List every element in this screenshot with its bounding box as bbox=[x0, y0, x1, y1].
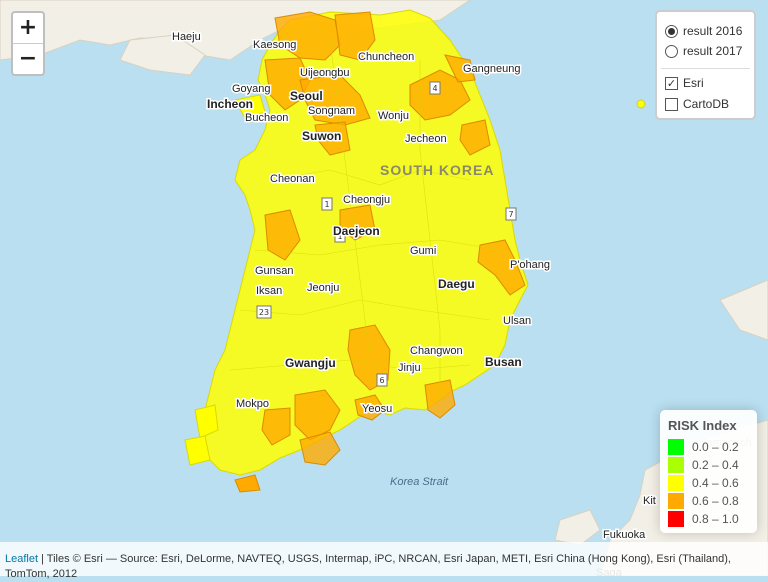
city-label: Cheongju bbox=[343, 194, 390, 206]
road-shield: 6 bbox=[379, 376, 384, 385]
city-label: Gwangju bbox=[285, 356, 336, 370]
high-risk-regions bbox=[261, 11, 526, 466]
attribution-bar: Leaflet | Tiles © Esri — Source: Esri, D… bbox=[0, 542, 768, 580]
legend-item: 0.0 – 0.2 bbox=[668, 438, 739, 456]
legend-label: 0.8 – 1.0 bbox=[692, 512, 739, 526]
city-label: P'ohang bbox=[510, 259, 550, 271]
city-label: Cheonan bbox=[270, 173, 315, 185]
legend-item: 0.6 – 0.8 bbox=[668, 492, 739, 510]
city-label: Seoul bbox=[290, 89, 323, 103]
city-label: Haeju bbox=[172, 31, 201, 43]
city-label: Changwon bbox=[410, 345, 463, 357]
legend-item: 0.8 – 1.0 bbox=[668, 510, 739, 528]
layer-separator bbox=[661, 68, 750, 69]
city-label: Iksan bbox=[256, 285, 282, 297]
base-layer-2016[interactable]: result 2016 bbox=[665, 22, 742, 40]
city-label: Jinju bbox=[398, 362, 421, 374]
base-layer-2017[interactable]: result 2017 bbox=[665, 42, 742, 60]
city-label: Ulsan bbox=[503, 315, 531, 327]
city-label: Busan bbox=[485, 355, 522, 369]
country-label: SOUTH KOREA bbox=[380, 162, 494, 178]
city-label: Daejeon bbox=[333, 224, 380, 238]
city-label: Gunsan bbox=[255, 265, 294, 277]
city-label: Daegu bbox=[438, 277, 475, 291]
zoom-in-button[interactable]: + bbox=[18, 15, 38, 40]
road-shield: 7 bbox=[508, 210, 513, 219]
layer-label: CartoDB bbox=[683, 97, 730, 111]
road-shield: 4 bbox=[432, 84, 437, 93]
city-label: Gangneung bbox=[463, 63, 521, 75]
city-label: Songnam bbox=[308, 105, 355, 117]
overlay-cartodb[interactable]: CartoDB bbox=[665, 95, 729, 113]
legend-swatch bbox=[668, 511, 684, 527]
legend-label: 0.4 – 0.6 bbox=[692, 476, 739, 490]
city-labels: Haeju Kaesong Chuncheon Gangneung Uijeon… bbox=[171, 30, 752, 580]
city-label: Incheon bbox=[207, 97, 253, 111]
legend-label: 0.0 – 0.2 bbox=[692, 440, 739, 454]
city-label: Mokpo bbox=[236, 398, 269, 410]
city-label: Jecheon bbox=[405, 133, 447, 145]
radio-icon[interactable] bbox=[665, 24, 678, 38]
city-label: Kaesong bbox=[253, 39, 296, 51]
city-label: Yeosu bbox=[362, 403, 392, 415]
road-shield: 1 bbox=[337, 232, 342, 241]
legend-swatch bbox=[668, 475, 684, 491]
city-label: Suwon bbox=[302, 129, 341, 143]
city-label: Uijeongbu bbox=[300, 67, 350, 79]
road-shield: 23 bbox=[259, 308, 269, 317]
city-label: Bucheon bbox=[245, 112, 288, 124]
zoom-out-button[interactable]: − bbox=[13, 43, 43, 74]
legend-item: 0.4 – 0.6 bbox=[668, 474, 739, 492]
city-label: Goyang bbox=[232, 83, 271, 95]
legend-swatch bbox=[668, 457, 684, 473]
overlay-esri[interactable]: ✓ Esri bbox=[665, 74, 704, 92]
radio-icon[interactable] bbox=[665, 44, 678, 58]
city-label: Jeonju bbox=[307, 282, 339, 294]
city-label: Kit bbox=[643, 495, 656, 507]
road-shield: 1 bbox=[324, 200, 329, 209]
legend-label: 0.6 – 0.8 bbox=[692, 494, 739, 508]
legend-label: 0.2 – 0.4 bbox=[692, 458, 739, 472]
risk-legend: RISK Index 0.0 – 0.2 0.2 – 0.4 0.4 – 0.6… bbox=[660, 410, 757, 533]
legend-swatch bbox=[668, 439, 684, 455]
city-label: Fukuoka bbox=[603, 529, 646, 541]
legend-item: 0.2 – 0.4 bbox=[668, 456, 739, 474]
sea-label: Korea Strait bbox=[390, 476, 449, 488]
checkbox-icon[interactable] bbox=[665, 97, 678, 111]
city-label: Gumi bbox=[410, 245, 436, 257]
leaflet-link[interactable]: Leaflet bbox=[5, 553, 39, 565]
layer-label: result 2016 bbox=[683, 24, 743, 38]
city-label: Chuncheon bbox=[358, 51, 414, 63]
layer-label: result 2017 bbox=[683, 44, 743, 58]
legend-swatch bbox=[668, 493, 684, 509]
zoom-control: + − bbox=[11, 11, 45, 76]
layer-label: Esri bbox=[683, 76, 704, 90]
layer-control: result 2016 result 2017 ✓ Esri CartoDB bbox=[655, 10, 756, 120]
checkbox-checked-icon[interactable]: ✓ bbox=[665, 76, 678, 90]
city-label: Wonju bbox=[378, 110, 409, 122]
legend-title: RISK Index bbox=[668, 418, 737, 433]
